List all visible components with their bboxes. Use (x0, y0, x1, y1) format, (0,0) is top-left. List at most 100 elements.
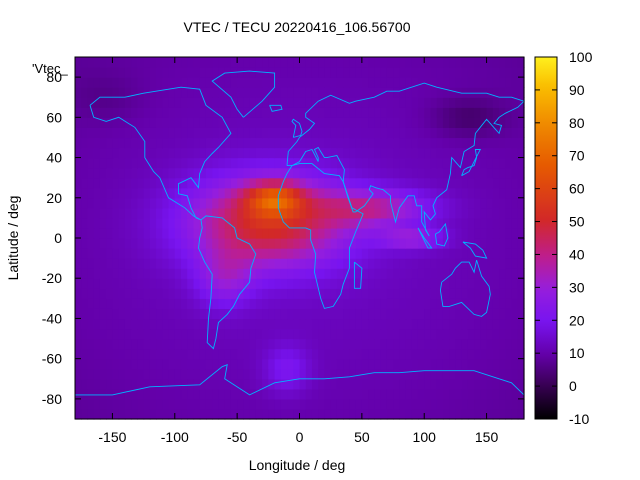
heatmap-cell (405, 157, 413, 169)
heatmap-cell (399, 308, 407, 320)
heatmap-cell (480, 67, 488, 78)
heatmap-cell (237, 117, 244, 128)
heatmap-cell (467, 107, 475, 118)
heatmap-cell (199, 197, 207, 209)
heatmap-cell (492, 157, 500, 169)
heatmap-cell (380, 77, 388, 88)
heatmap-cell (280, 87, 288, 98)
heatmap-cell (75, 197, 82, 209)
heatmap-cell (268, 167, 276, 179)
heatmap-cell (430, 147, 438, 159)
heatmap-cell (199, 248, 207, 259)
heatmap-cell (411, 97, 419, 108)
heatmap-cell (480, 328, 488, 340)
heatmap-cell (442, 358, 450, 370)
heatmap-cell (293, 238, 301, 249)
heatmap-cell (449, 368, 457, 380)
heatmap-cell (131, 227, 138, 239)
heatmap-cell (243, 227, 251, 239)
heatmap-cell (299, 338, 307, 350)
heatmap-cell (187, 127, 195, 139)
heatmap-cell (311, 107, 319, 118)
heatmap-cell (93, 318, 101, 330)
heatmap-cell (274, 117, 282, 128)
heatmap-cell (218, 127, 226, 139)
heatmap-cell (87, 348, 95, 360)
heatmap-cell (511, 248, 519, 259)
heatmap-cell (311, 348, 319, 360)
heatmap-cell (486, 67, 494, 78)
heatmap-cell (374, 238, 382, 249)
heatmap-cell (442, 227, 450, 239)
heatmap-cell (224, 57, 232, 68)
heatmap-cell (162, 238, 170, 249)
heatmap-cell (411, 167, 419, 179)
heatmap-cell (499, 107, 506, 118)
heatmap-cell (218, 117, 226, 128)
heatmap-cell (262, 298, 269, 309)
heatmap-cell (449, 278, 457, 289)
heatmap-cell (199, 368, 207, 380)
heatmap-cells (75, 57, 525, 420)
heatmap-cell (87, 388, 95, 400)
heatmap-cell (492, 308, 500, 320)
heatmap-cell (442, 398, 450, 410)
heatmap-cell (492, 348, 500, 360)
heatmap-cell (156, 157, 163, 169)
heatmap-cell (205, 258, 213, 269)
coastline (198, 215, 257, 350)
heatmap-cell (318, 67, 326, 78)
heatmap-cell (461, 338, 469, 350)
heatmap-cell (455, 318, 463, 330)
heatmap-cell (324, 348, 332, 360)
heatmap-cell (293, 328, 301, 340)
heatmap-cell (174, 227, 182, 239)
heatmap-cell (293, 278, 301, 289)
heatmap-cell (467, 258, 475, 269)
heatmap-cell (280, 368, 288, 380)
heatmap-cell (442, 57, 450, 68)
heatmap-cell (124, 248, 132, 259)
heatmap-cell (505, 328, 513, 340)
heatmap-cell (355, 157, 363, 169)
heatmap-cell (274, 328, 282, 340)
heatmap-cell (162, 298, 170, 309)
heatmap-cell (156, 338, 163, 350)
heatmap-cell (324, 278, 332, 289)
heatmap-cell (330, 207, 338, 219)
heatmap-cell (386, 227, 394, 239)
heatmap-cell (124, 197, 132, 209)
heatmap-cell (156, 217, 163, 229)
heatmap-cell (224, 268, 232, 279)
heatmap-cell (243, 238, 251, 249)
heatmap-cell (499, 348, 506, 360)
heatmap-cell (106, 348, 114, 360)
heatmap-cell (417, 137, 425, 149)
heatmap-cell (199, 207, 207, 219)
heatmap-cell (187, 348, 195, 360)
heatmap-cell (336, 398, 344, 410)
heatmap-cell (349, 197, 357, 209)
heatmap-cell (187, 378, 195, 390)
heatmap-cell (124, 318, 132, 330)
heatmap-cell (181, 238, 188, 249)
heatmap-cell (249, 57, 257, 68)
heatmap-cell (324, 238, 332, 249)
heatmap-cell (393, 87, 400, 98)
heatmap-cell (212, 268, 220, 279)
heatmap-cell (361, 348, 369, 360)
heatmap-cell (118, 107, 126, 118)
heatmap-cell (361, 77, 369, 88)
heatmap-cell (75, 177, 82, 189)
colorbar-tick-label: 60 (569, 181, 585, 197)
heatmap-cell (168, 207, 176, 219)
heatmap-cell (361, 67, 369, 78)
heatmap-cell (467, 318, 475, 330)
heatmap-cell (280, 227, 288, 239)
heatmap-cell (299, 177, 307, 189)
heatmap-cell (430, 207, 438, 219)
heatmap-cell (199, 378, 207, 390)
heatmap-cell (218, 378, 226, 390)
heatmap-cell (124, 107, 132, 118)
heatmap-cell (81, 197, 89, 209)
